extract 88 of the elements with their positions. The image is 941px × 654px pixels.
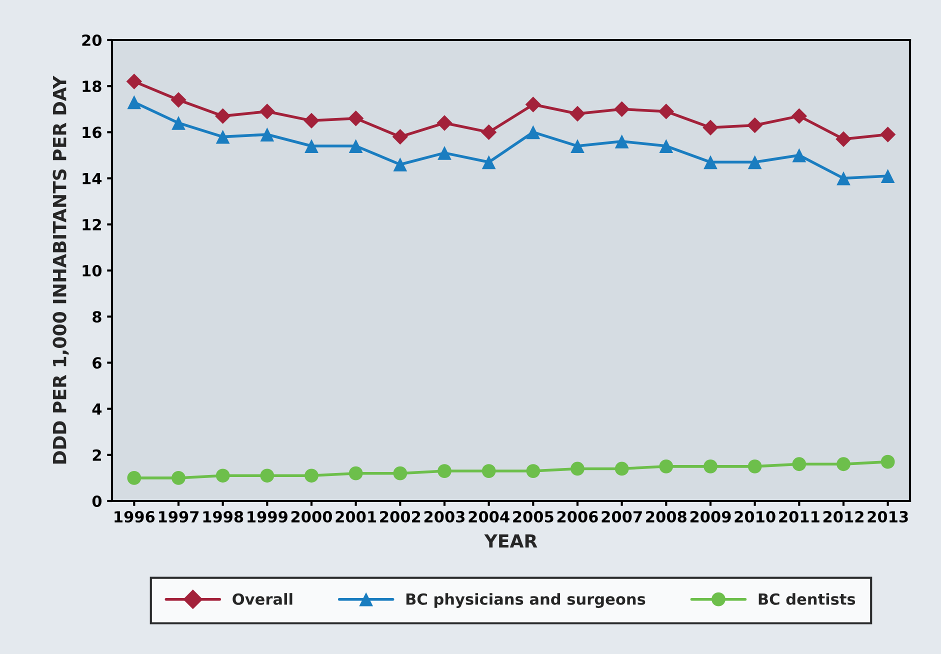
x-tick-label: 2004 <box>468 510 510 523</box>
point <box>260 468 274 483</box>
point <box>348 139 363 153</box>
y-tick-label: 18 <box>82 80 102 92</box>
point <box>438 464 452 478</box>
point <box>526 464 540 478</box>
point <box>880 126 896 142</box>
point <box>659 139 674 153</box>
point <box>348 466 363 480</box>
point <box>614 462 629 476</box>
y-tick-label: 14 <box>82 172 102 184</box>
point <box>702 120 718 136</box>
x-axis-title: YEAR <box>484 534 538 548</box>
point <box>127 471 142 485</box>
y-tick-label: 6 <box>92 357 102 369</box>
point <box>482 464 496 478</box>
y-tick-label: 16 <box>82 126 102 138</box>
point <box>570 106 586 122</box>
x-tick-label: 2005 <box>513 510 554 523</box>
x-tick-label: 2000 <box>291 510 332 523</box>
x-tick-label: 2009 <box>690 510 731 523</box>
point <box>126 74 142 90</box>
y-tick-label: 2 <box>92 449 101 461</box>
point <box>658 104 674 120</box>
x-tick-label: 2010 <box>734 510 776 523</box>
legend-label: BC dentists <box>758 593 856 605</box>
y-tick-label: 12 <box>82 218 101 230</box>
point <box>480 124 497 140</box>
y-tick-label: 8 <box>92 311 102 323</box>
legend-label: BC physicians and surgeons <box>406 593 646 608</box>
point <box>482 155 496 170</box>
y-tick-label: 0 <box>92 495 102 508</box>
point <box>127 95 142 110</box>
x-tick-label: 2006 <box>557 510 598 523</box>
point <box>214 108 231 124</box>
y-tick-label: 20 <box>82 34 102 46</box>
point <box>260 128 274 142</box>
point <box>746 117 763 134</box>
y-tick-label: 10 <box>82 264 102 277</box>
point <box>525 96 542 112</box>
x-tick-label: 2002 <box>380 510 420 523</box>
point <box>304 468 318 483</box>
point <box>748 155 762 170</box>
point <box>304 139 318 153</box>
x-tick-label: 2003 <box>424 510 465 523</box>
point <box>348 110 364 126</box>
point <box>304 112 320 129</box>
point <box>172 116 186 130</box>
point <box>791 108 808 124</box>
point <box>614 134 629 148</box>
point <box>526 125 540 140</box>
point <box>614 101 630 118</box>
x-tick-label: 2008 <box>646 510 686 523</box>
point <box>259 104 276 120</box>
point <box>659 459 674 474</box>
y-tick-label: 4 <box>92 403 102 415</box>
point <box>748 459 762 474</box>
point <box>570 139 584 153</box>
x-tick-label: 1999 <box>248 511 288 523</box>
legend-label: Overall <box>232 593 292 605</box>
point <box>392 128 408 145</box>
x-tick-label: 2001 <box>336 510 376 523</box>
x-tick-label: 2012 <box>823 510 864 523</box>
point <box>880 169 895 183</box>
point <box>436 115 452 131</box>
point <box>172 471 186 485</box>
x-tick-label: 2013 <box>868 510 908 523</box>
x-tick-label: 1997 <box>158 511 199 523</box>
x-tick-label: 2007 <box>602 510 642 523</box>
point <box>570 462 584 476</box>
x-tick-label: 2011 <box>779 510 820 523</box>
point <box>836 457 850 472</box>
point <box>792 148 806 162</box>
point <box>216 130 230 144</box>
point <box>393 158 408 172</box>
point <box>880 454 895 469</box>
point <box>216 468 230 483</box>
point <box>393 466 408 480</box>
point <box>836 131 852 147</box>
x-tick-label: 1996 <box>114 511 155 523</box>
point <box>704 155 718 170</box>
point <box>438 146 452 160</box>
point <box>704 459 718 474</box>
point <box>170 92 186 108</box>
x-tick-label: 1998 <box>203 510 244 523</box>
point <box>836 171 850 186</box>
y-axis-title: DDD PER 1,000 INHABITANTS PER DAY <box>52 76 69 464</box>
point <box>792 457 806 472</box>
